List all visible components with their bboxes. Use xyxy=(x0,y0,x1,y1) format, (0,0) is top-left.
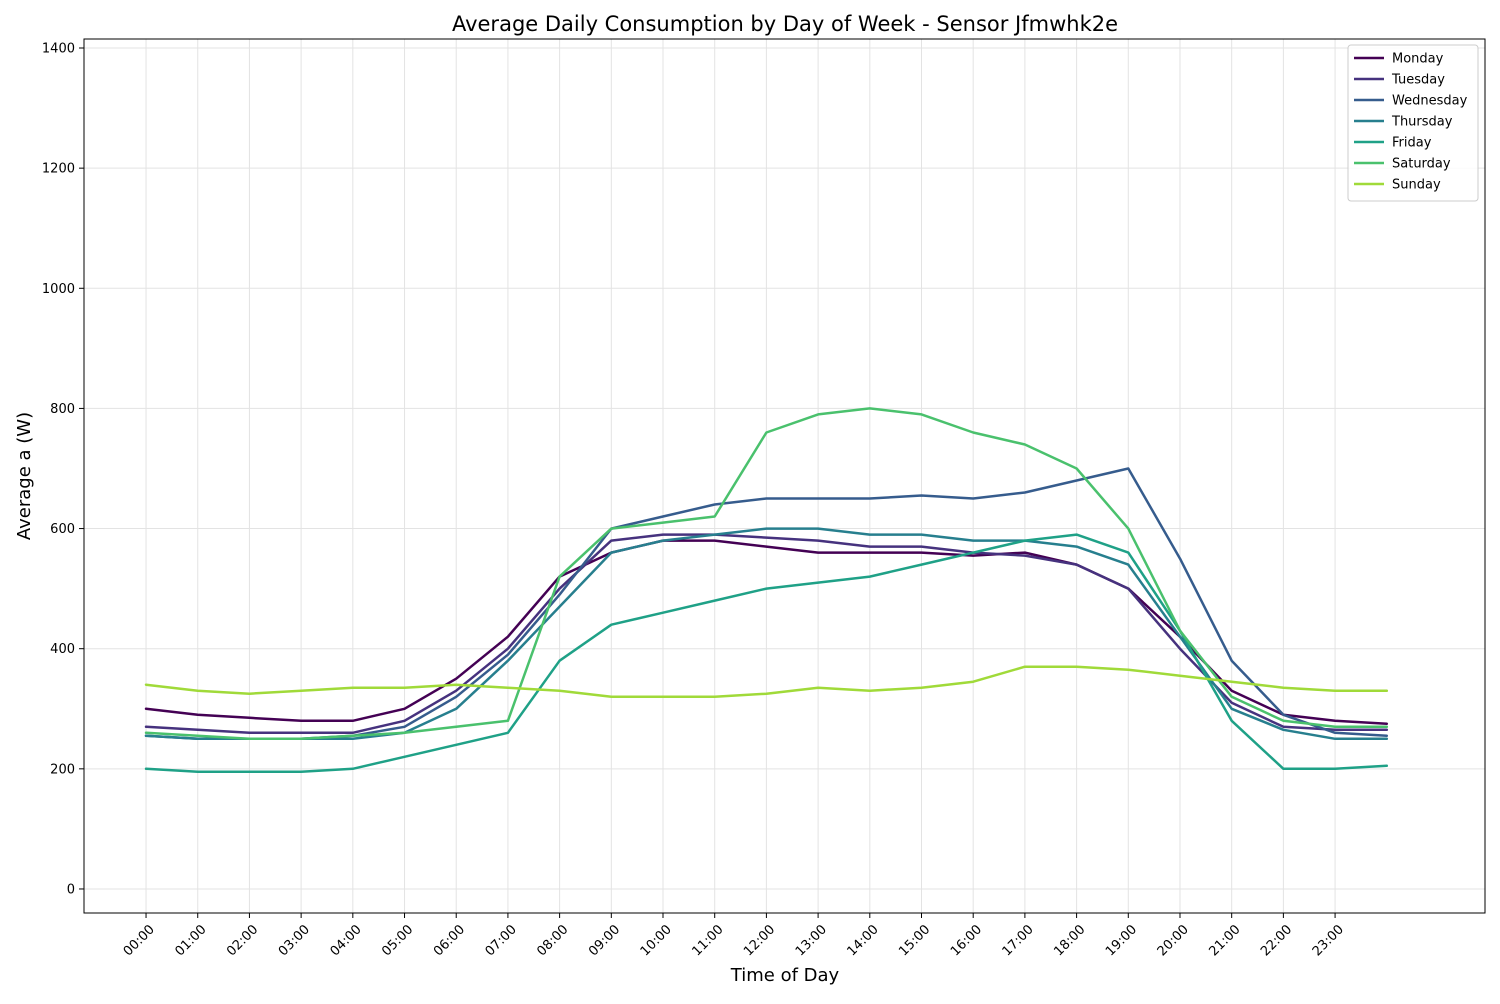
y-tick-label: 600 xyxy=(50,522,75,537)
x-tick-label: 04:00 xyxy=(328,922,365,959)
x-tick-label: 19:00 xyxy=(1103,922,1140,959)
plot-area-frame xyxy=(84,39,1485,913)
legend: Monday Tuesday Wednesday Thursday Friday Satu… xyxy=(1348,45,1478,201)
x-tick-label: 22:00 xyxy=(1258,922,1295,959)
legend-label-wednesday: Wednesday xyxy=(1392,94,1468,109)
x-tick-label: 17:00 xyxy=(1000,922,1037,959)
y-tick-label: 800 xyxy=(50,402,75,417)
y-axis: 0 200 400 600 800 1000 1200 1400 xyxy=(42,42,84,898)
x-tick-label: 15:00 xyxy=(896,922,933,959)
x-tick-label: 12:00 xyxy=(741,922,778,959)
x-tick-label: 09:00 xyxy=(586,922,623,959)
legend-label-saturday: Saturday xyxy=(1392,157,1451,172)
legend-label-friday: Friday xyxy=(1392,136,1432,151)
y-tick-label: 1000 xyxy=(42,282,75,297)
x-tick-label: 02:00 xyxy=(224,922,261,959)
chart-title: Average Daily Consumption by Day of Week… xyxy=(452,12,1118,36)
legend-label-tuesday: Tuesday xyxy=(1391,73,1445,88)
x-tick-label: 20:00 xyxy=(1155,922,1192,959)
x-tick-label: 21:00 xyxy=(1206,922,1243,959)
x-tick-label: 18:00 xyxy=(1051,922,1088,959)
y-tick-label: 400 xyxy=(50,642,75,657)
y-tick-label: 200 xyxy=(50,762,75,777)
x-tick-label: 13:00 xyxy=(793,922,830,959)
x-axis-label: Time of Day xyxy=(730,965,840,986)
y-tick-label: 1200 xyxy=(42,162,75,177)
grid xyxy=(84,39,1485,913)
y-tick-label: 1400 xyxy=(42,42,75,57)
x-tick-label: 10:00 xyxy=(638,922,675,959)
x-tick-label: 23:00 xyxy=(1310,922,1347,959)
y-tick-label: 0 xyxy=(67,882,75,897)
x-tick-label: 07:00 xyxy=(483,922,520,959)
y-axis-label: Average a (W) xyxy=(14,412,35,540)
x-tick-label: 00:00 xyxy=(121,922,158,959)
legend-label-monday: Monday xyxy=(1392,52,1444,67)
x-tick-label: 01:00 xyxy=(172,922,209,959)
x-tick-label: 14:00 xyxy=(845,922,882,959)
x-tick-label: 08:00 xyxy=(534,922,571,959)
x-tick-label: 11:00 xyxy=(689,922,726,959)
x-tick-label: 06:00 xyxy=(431,922,468,959)
x-tick-label: 03:00 xyxy=(276,922,313,959)
x-axis: 00:00 01:00 02:00 03:00 04:00 05:00 06:00 07:00… xyxy=(121,913,1347,959)
x-tick-label: 16:00 xyxy=(948,922,985,959)
x-tick-label: 05:00 xyxy=(379,922,416,959)
legend-label-thursday: Thursday xyxy=(1391,115,1453,130)
legend-label-sunday: Sunday xyxy=(1392,178,1441,193)
